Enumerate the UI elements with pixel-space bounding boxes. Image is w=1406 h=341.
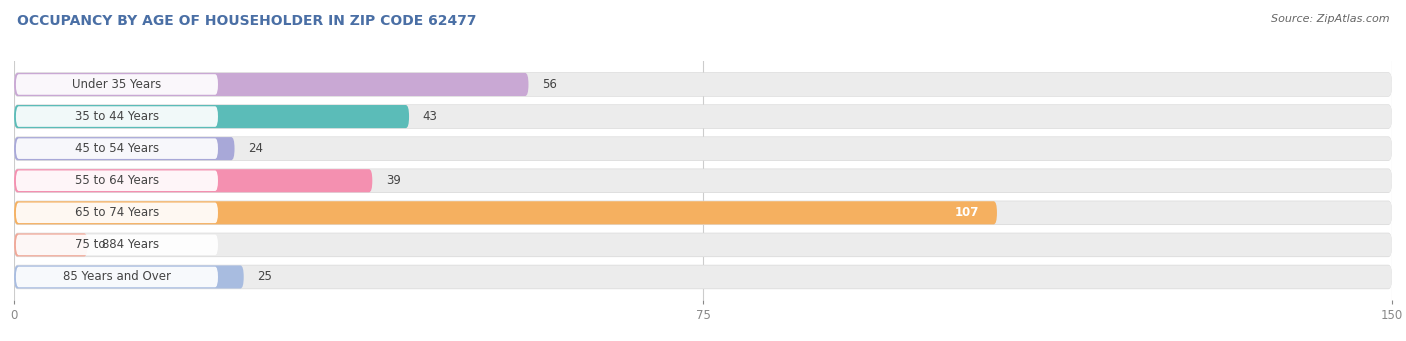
FancyBboxPatch shape xyxy=(14,201,1392,225)
FancyBboxPatch shape xyxy=(14,233,1392,257)
FancyBboxPatch shape xyxy=(15,235,218,255)
FancyBboxPatch shape xyxy=(14,104,1392,129)
Text: Under 35 Years: Under 35 Years xyxy=(72,78,162,91)
Text: 45 to 54 Years: 45 to 54 Years xyxy=(75,142,159,155)
Text: 85 Years and Over: 85 Years and Over xyxy=(63,270,172,283)
FancyBboxPatch shape xyxy=(14,233,1392,256)
Text: OCCUPANCY BY AGE OF HOUSEHOLDER IN ZIP CODE 62477: OCCUPANCY BY AGE OF HOUSEHOLDER IN ZIP C… xyxy=(17,14,477,28)
FancyBboxPatch shape xyxy=(14,73,529,96)
FancyBboxPatch shape xyxy=(15,138,218,159)
FancyBboxPatch shape xyxy=(14,137,235,160)
FancyBboxPatch shape xyxy=(14,169,1392,192)
FancyBboxPatch shape xyxy=(14,73,1392,96)
Text: 55 to 64 Years: 55 to 64 Years xyxy=(75,174,159,187)
FancyBboxPatch shape xyxy=(14,136,1392,161)
FancyBboxPatch shape xyxy=(14,137,1392,160)
FancyBboxPatch shape xyxy=(14,233,87,256)
FancyBboxPatch shape xyxy=(15,203,218,223)
FancyBboxPatch shape xyxy=(15,74,218,95)
FancyBboxPatch shape xyxy=(14,72,1392,97)
Text: 75 to 84 Years: 75 to 84 Years xyxy=(75,238,159,251)
Text: 24: 24 xyxy=(249,142,263,155)
FancyBboxPatch shape xyxy=(14,265,1392,288)
FancyBboxPatch shape xyxy=(14,201,1392,224)
FancyBboxPatch shape xyxy=(14,168,1392,193)
Text: 25: 25 xyxy=(257,270,273,283)
FancyBboxPatch shape xyxy=(15,106,218,127)
Text: 56: 56 xyxy=(543,78,557,91)
FancyBboxPatch shape xyxy=(14,265,1392,289)
Text: 107: 107 xyxy=(955,206,979,219)
FancyBboxPatch shape xyxy=(14,201,997,224)
FancyBboxPatch shape xyxy=(15,267,218,287)
FancyBboxPatch shape xyxy=(14,265,243,288)
Text: 39: 39 xyxy=(387,174,401,187)
FancyBboxPatch shape xyxy=(14,169,373,192)
Text: Source: ZipAtlas.com: Source: ZipAtlas.com xyxy=(1271,14,1389,24)
Text: 35 to 44 Years: 35 to 44 Years xyxy=(75,110,159,123)
FancyBboxPatch shape xyxy=(15,170,218,191)
Text: 8: 8 xyxy=(101,238,108,251)
FancyBboxPatch shape xyxy=(14,105,1392,128)
FancyBboxPatch shape xyxy=(14,105,409,128)
Text: 65 to 74 Years: 65 to 74 Years xyxy=(75,206,159,219)
Text: 43: 43 xyxy=(423,110,437,123)
